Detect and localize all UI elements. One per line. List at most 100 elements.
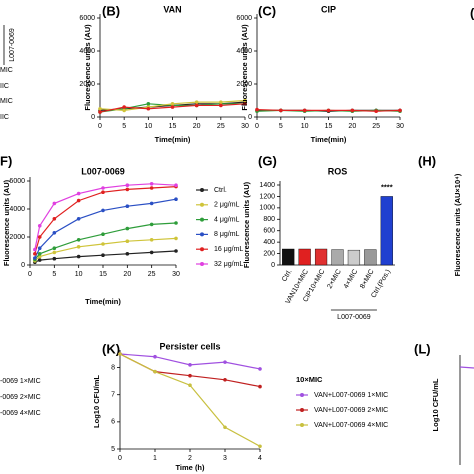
y-tick-label: 200 <box>263 250 275 257</box>
data-point <box>125 239 130 243</box>
fragment-text: -0069 4×MIC <box>0 410 41 417</box>
y-tick-label: 6000 <box>9 178 25 185</box>
legend-label: 4 μg/mL <box>214 216 240 223</box>
panel-label: (B) <box>102 3 120 18</box>
panel-label: F) <box>0 153 12 168</box>
data-point <box>146 102 151 106</box>
series-line <box>34 186 177 254</box>
data-point <box>125 252 130 256</box>
y-tick-label: 0 <box>21 262 25 269</box>
y-tick-label: 2000 <box>236 81 252 88</box>
data-point <box>174 249 178 253</box>
chart-title: VAN <box>163 4 181 14</box>
y-tick-label: 4000 <box>79 48 95 55</box>
legend-label: 8 μg/mL <box>214 231 240 238</box>
data-point <box>258 367 262 371</box>
fragment-text: -0069 2×MIC <box>0 394 41 401</box>
legend-label: Ctrl. <box>214 187 227 194</box>
data-point <box>52 217 57 221</box>
x-tick-label: 20 <box>193 123 201 130</box>
legend-marker <box>200 202 204 207</box>
data-point <box>255 107 259 112</box>
data-point <box>374 109 378 114</box>
x-tick-label: 25 <box>148 271 156 278</box>
data-point <box>52 201 57 206</box>
data-point <box>122 105 126 109</box>
data-point <box>76 238 81 242</box>
data-point <box>153 354 157 359</box>
fragment-text: MIC <box>0 98 13 105</box>
x-tick-label: Ctrl. <box>281 268 294 283</box>
legend-marker <box>200 188 204 192</box>
data-point <box>76 254 81 259</box>
x-tick-label: 5 <box>52 271 56 278</box>
legend-marker <box>200 217 204 222</box>
axis-title: Fluorescence units (AU) <box>242 181 251 268</box>
x-tick-label: 5 <box>122 123 126 130</box>
data-point <box>149 182 154 186</box>
data-point <box>326 108 331 113</box>
data-point <box>188 373 192 378</box>
y-tick-label: 2000 <box>9 234 25 241</box>
panel-label: (L) <box>414 341 431 356</box>
data-point <box>258 444 262 449</box>
data-point <box>37 258 42 262</box>
series-line <box>119 353 261 370</box>
x-tick-label: 10 <box>75 271 83 278</box>
axis-title: Log10 CFU/mL <box>92 375 101 428</box>
data-point <box>125 204 130 208</box>
x-tick-label: 3 <box>223 455 227 462</box>
data-point <box>146 106 151 111</box>
data-point <box>76 217 81 221</box>
x-tick-label: 2 <box>188 455 192 462</box>
axis-title: Time(min) <box>311 135 347 144</box>
x-tick-label: 0 <box>28 271 32 278</box>
legend-marker <box>200 247 204 252</box>
data-point <box>76 245 81 249</box>
y-tick-label: 800 <box>263 216 275 223</box>
data-point <box>174 236 178 241</box>
x-tick-label: 10 <box>144 123 152 130</box>
y-tick-label: 0 <box>271 262 275 269</box>
x-tick-label: 1 <box>153 455 157 462</box>
fragment-text: IIC <box>0 83 9 90</box>
x-tick-label: 2×MIC <box>326 268 342 290</box>
x-tick-label: 10 <box>301 123 309 130</box>
legend-label: VAN+L007-0069 4×MIC <box>314 422 388 429</box>
data-point <box>101 190 105 194</box>
y-tick-label: 4000 <box>9 206 25 213</box>
data-point <box>33 247 37 252</box>
chart-title: Persister cells <box>159 341 220 351</box>
axis-title: Fluorescence units (AU) <box>83 24 92 111</box>
y-tick-label: 1200 <box>259 193 275 200</box>
x-tick-label: 30 <box>172 271 180 278</box>
panel-label: (G) <box>258 153 277 168</box>
annotation: **** <box>381 182 393 191</box>
y-tick-label: 2000 <box>79 81 95 88</box>
data-point <box>149 186 154 190</box>
data-point <box>194 103 199 108</box>
data-point <box>223 425 227 430</box>
data-point <box>174 197 178 201</box>
bar <box>282 248 295 266</box>
group-label: L007-0069 <box>337 314 371 321</box>
fragment-text: MIC <box>0 67 13 74</box>
data-point <box>37 246 42 250</box>
data-point <box>101 242 105 246</box>
y-tick-label: 0 <box>248 114 252 121</box>
y-tick-label: 1400 <box>259 182 275 189</box>
data-point <box>52 231 57 235</box>
x-tick-label: 0 <box>118 455 122 462</box>
legend-marker <box>300 408 304 412</box>
data-point <box>223 360 227 364</box>
x-tick-label: 25 <box>217 123 225 130</box>
y-tick-label: 1000 <box>259 205 275 212</box>
y-tick-label: 600 <box>263 228 275 235</box>
y-tick-label: 0 <box>91 114 95 121</box>
data-point <box>170 105 175 109</box>
data-point <box>37 252 42 256</box>
legend-marker <box>200 232 204 237</box>
data-point <box>188 383 192 388</box>
chart-title: CIP <box>321 4 336 14</box>
